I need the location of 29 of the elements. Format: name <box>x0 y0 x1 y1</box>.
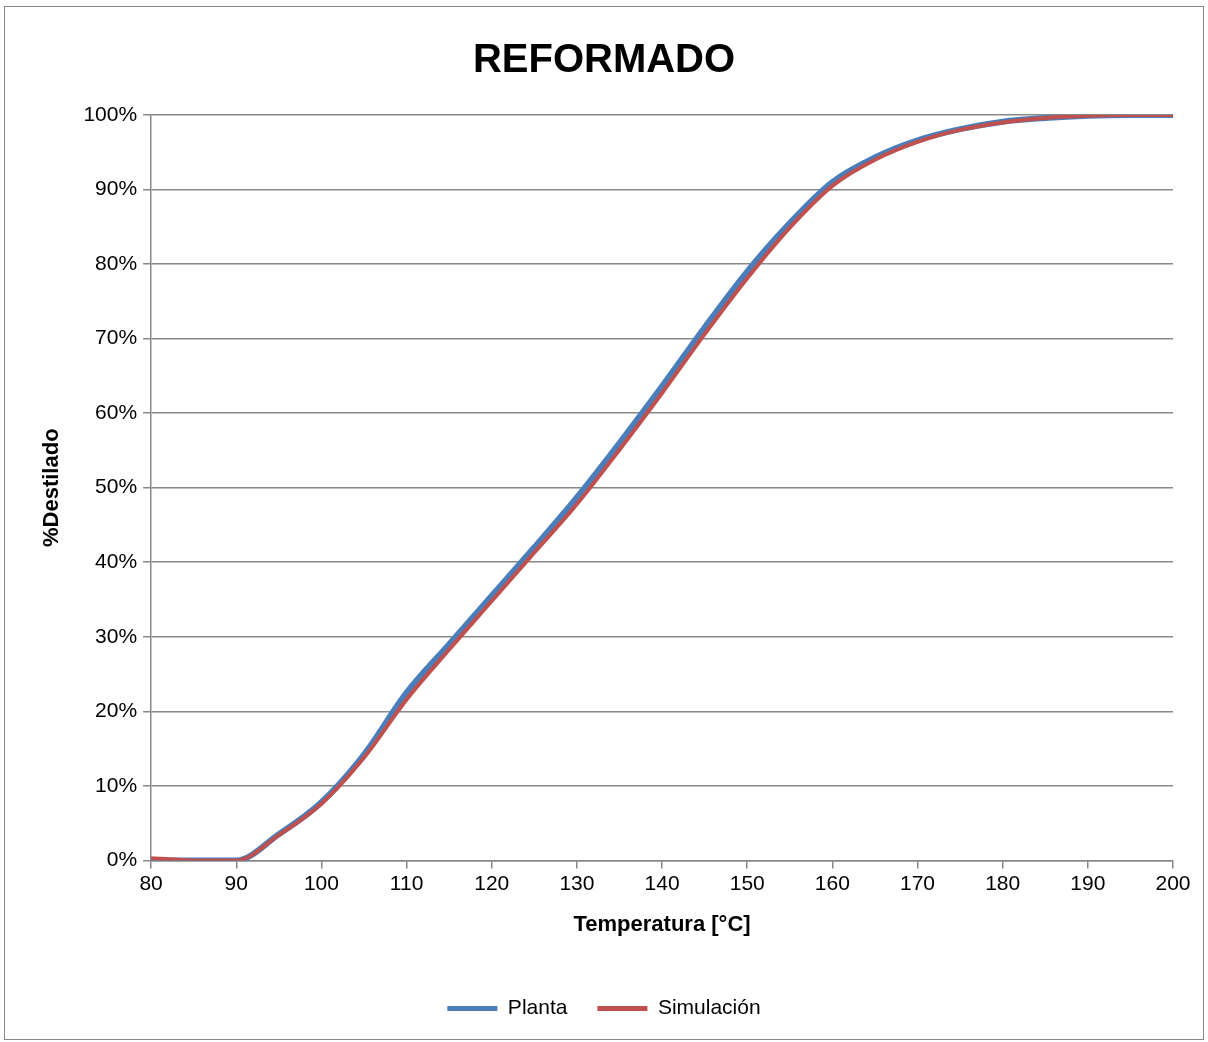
y-tick-label: 50% <box>95 474 138 498</box>
x-tick-label: 180 <box>985 870 1021 894</box>
x-tick-label: 200 <box>1155 870 1191 894</box>
y-tick-label: 0% <box>106 847 138 871</box>
x-tick-label: 90 <box>224 870 248 894</box>
y-tick-label: 20% <box>95 698 138 722</box>
x-tick-label: 100 <box>303 870 339 894</box>
x-tick-label: 110 <box>389 870 424 894</box>
legend-label: Planta <box>507 995 568 1019</box>
x-tick-label: 80 <box>139 870 163 894</box>
y-tick-label: 30% <box>95 623 138 647</box>
y-tick-label: 100% <box>83 101 138 125</box>
legend-label: Simulación <box>657 995 761 1019</box>
y-tick-label: 10% <box>95 772 138 796</box>
y-tick-label: 70% <box>95 325 138 349</box>
x-axis-title: Temperatura [°C] <box>573 910 751 936</box>
y-tick-label: 60% <box>95 399 138 423</box>
y-tick-label: 80% <box>95 250 138 274</box>
y-axis-title: %Destilado <box>38 428 64 547</box>
x-tick-label: 190 <box>1070 870 1106 894</box>
x-tick-label: 140 <box>644 870 680 894</box>
y-tick-label: 90% <box>95 176 138 200</box>
x-tick-label: 130 <box>559 870 595 894</box>
x-tick-label: 170 <box>900 870 936 894</box>
y-tick-label: 40% <box>95 549 138 573</box>
x-tick-label: 150 <box>729 870 765 894</box>
x-tick-label: 160 <box>814 870 850 894</box>
chart-title: REFORMADO <box>472 36 736 81</box>
x-tick-label: 120 <box>474 870 510 894</box>
